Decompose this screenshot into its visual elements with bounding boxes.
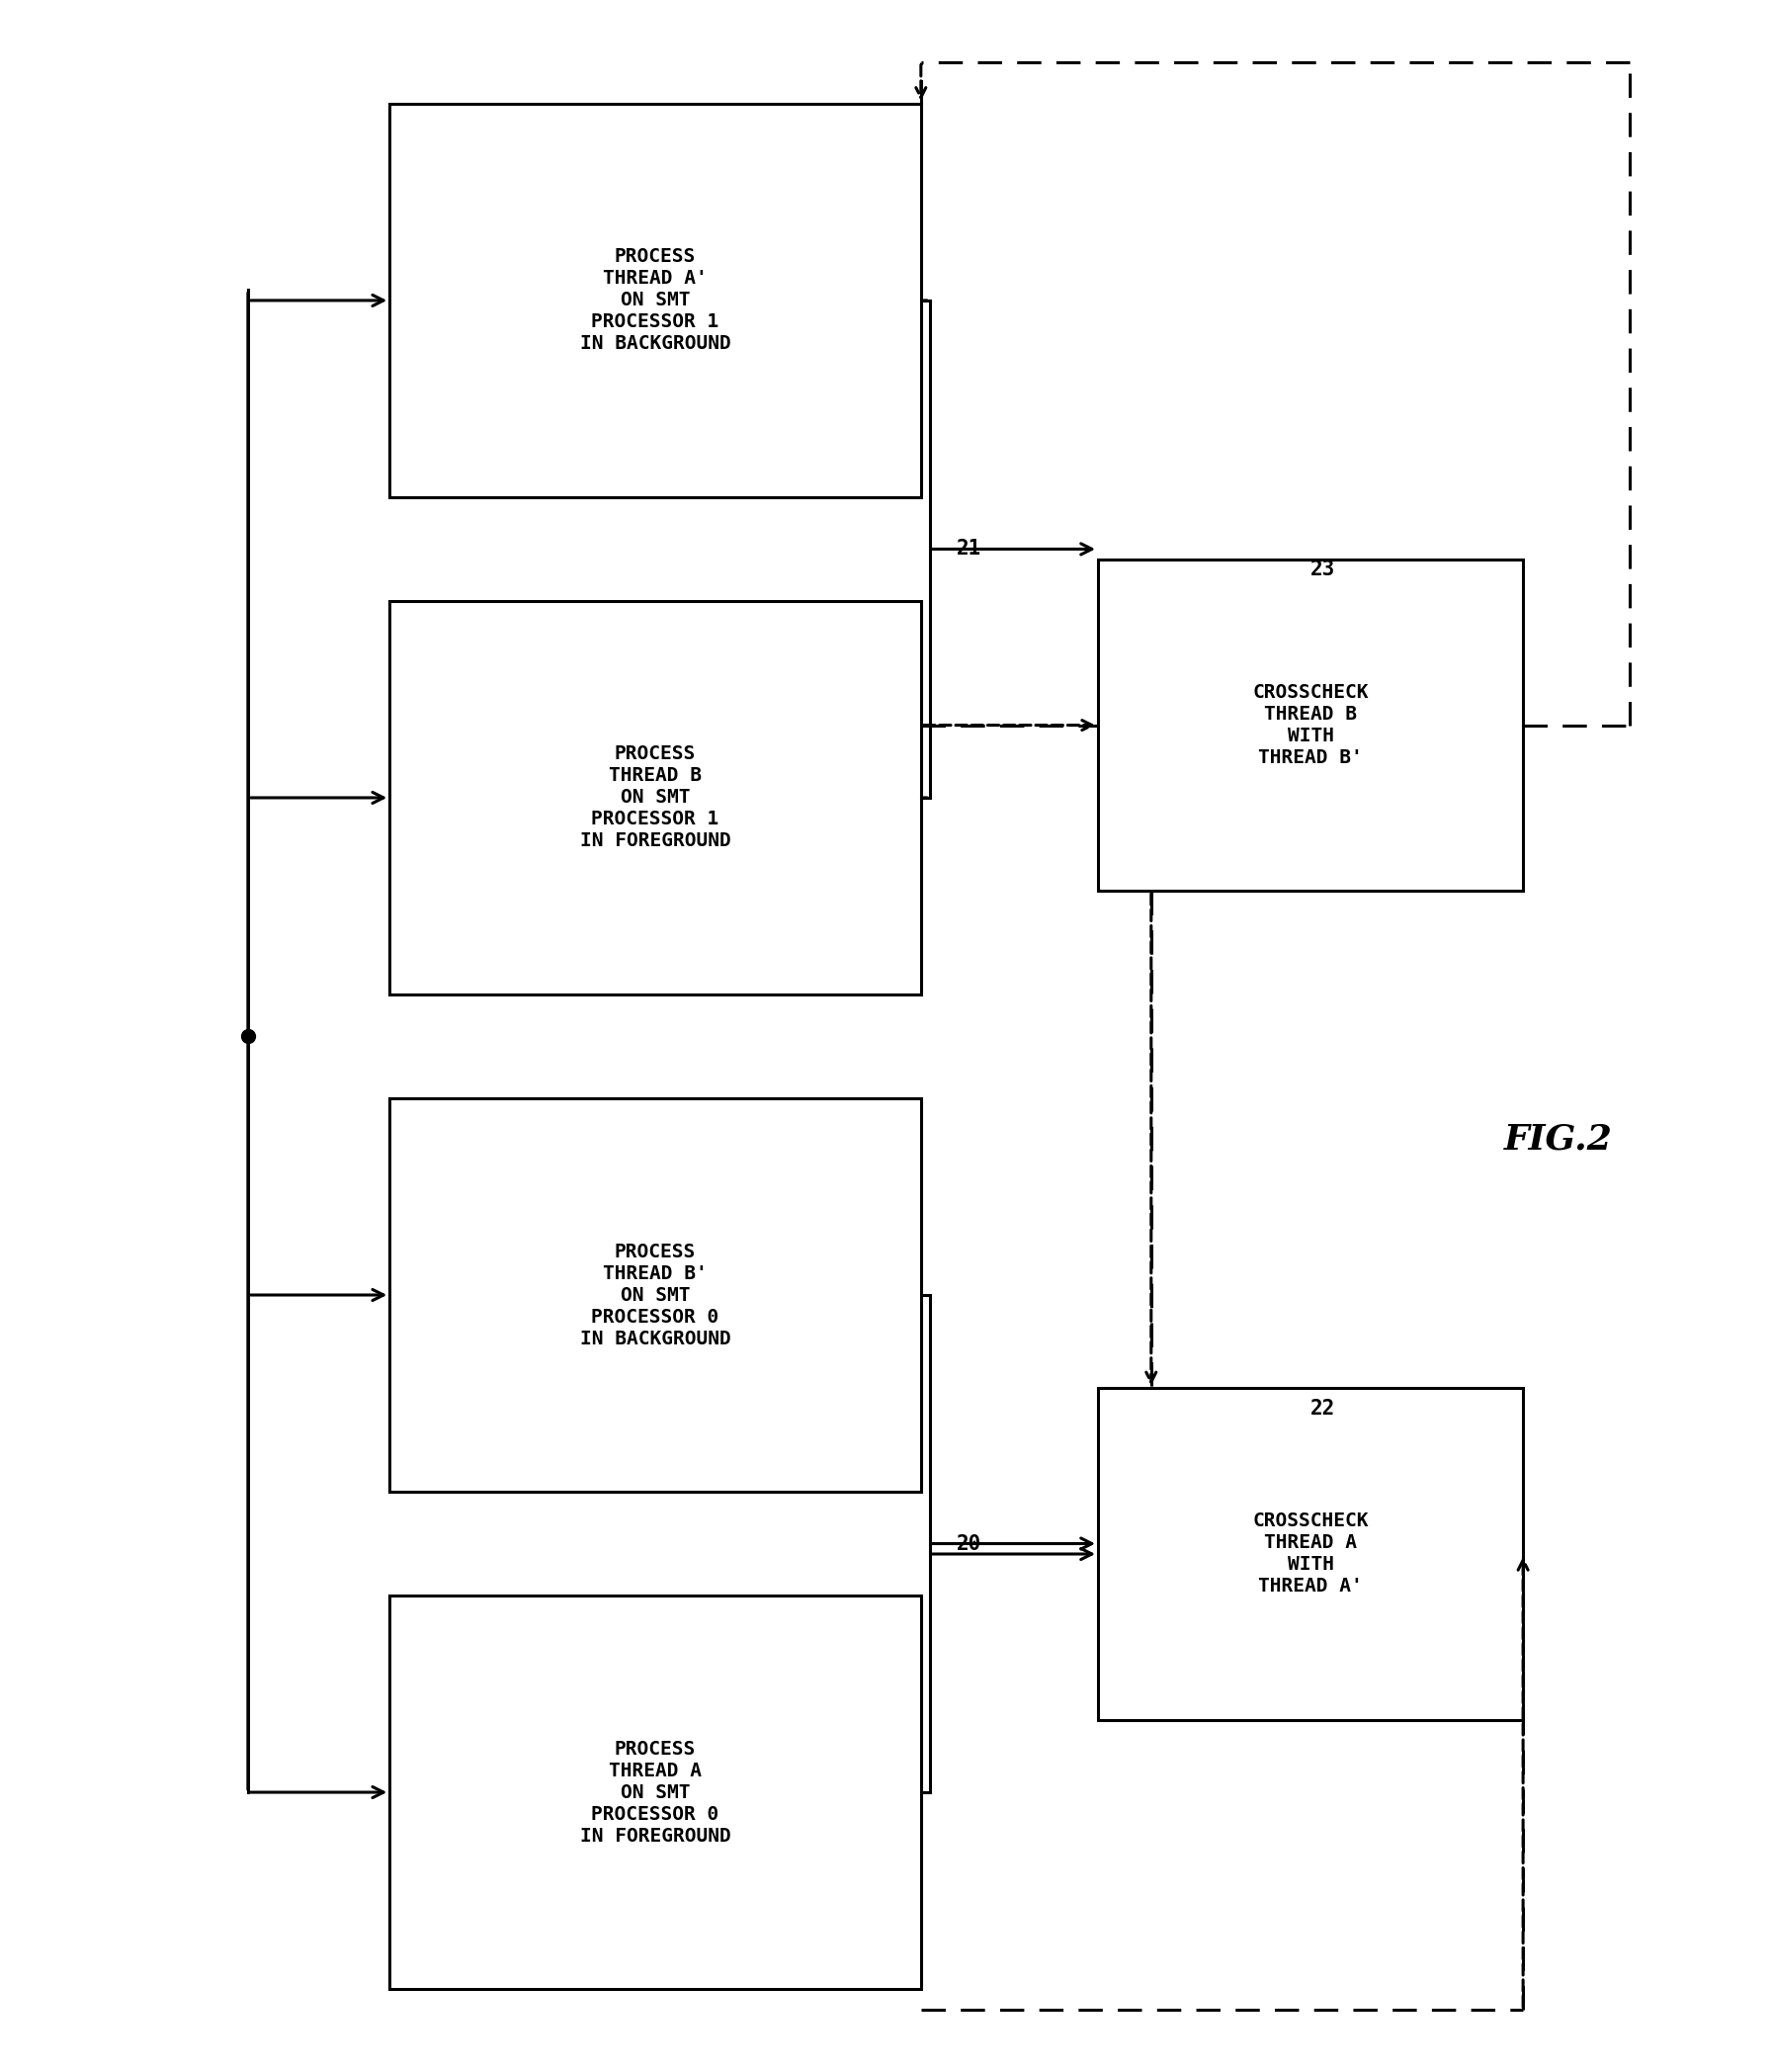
Text: PROCESS
THREAD A
ON SMT
PROCESSOR 0
IN FOREGROUND: PROCESS THREAD A ON SMT PROCESSOR 0 IN F… xyxy=(579,1738,731,1846)
FancyBboxPatch shape xyxy=(1098,1388,1523,1720)
Text: 22: 22 xyxy=(1311,1399,1335,1419)
FancyBboxPatch shape xyxy=(390,104,921,497)
Text: 23: 23 xyxy=(1311,559,1335,580)
FancyBboxPatch shape xyxy=(390,1098,921,1492)
Text: FIG.2: FIG.2 xyxy=(1504,1123,1613,1156)
Text: 21: 21 xyxy=(956,539,981,559)
Text: 20: 20 xyxy=(956,1533,981,1554)
Text: PROCESS
THREAD A'
ON SMT
PROCESSOR 1
IN BACKGROUND: PROCESS THREAD A' ON SMT PROCESSOR 1 IN … xyxy=(579,247,731,354)
Text: CROSSCHECK
THREAD B
WITH
THREAD B': CROSSCHECK THREAD B WITH THREAD B' xyxy=(1252,684,1369,767)
FancyBboxPatch shape xyxy=(390,1595,921,1989)
Text: PROCESS
THREAD B
ON SMT
PROCESSOR 1
IN FOREGROUND: PROCESS THREAD B ON SMT PROCESSOR 1 IN F… xyxy=(579,744,731,852)
Text: CROSSCHECK
THREAD A
WITH
THREAD A': CROSSCHECK THREAD A WITH THREAD A' xyxy=(1252,1513,1369,1595)
Text: PROCESS
THREAD B'
ON SMT
PROCESSOR 0
IN BACKGROUND: PROCESS THREAD B' ON SMT PROCESSOR 0 IN … xyxy=(579,1241,731,1349)
FancyBboxPatch shape xyxy=(390,601,921,995)
FancyBboxPatch shape xyxy=(1098,559,1523,891)
